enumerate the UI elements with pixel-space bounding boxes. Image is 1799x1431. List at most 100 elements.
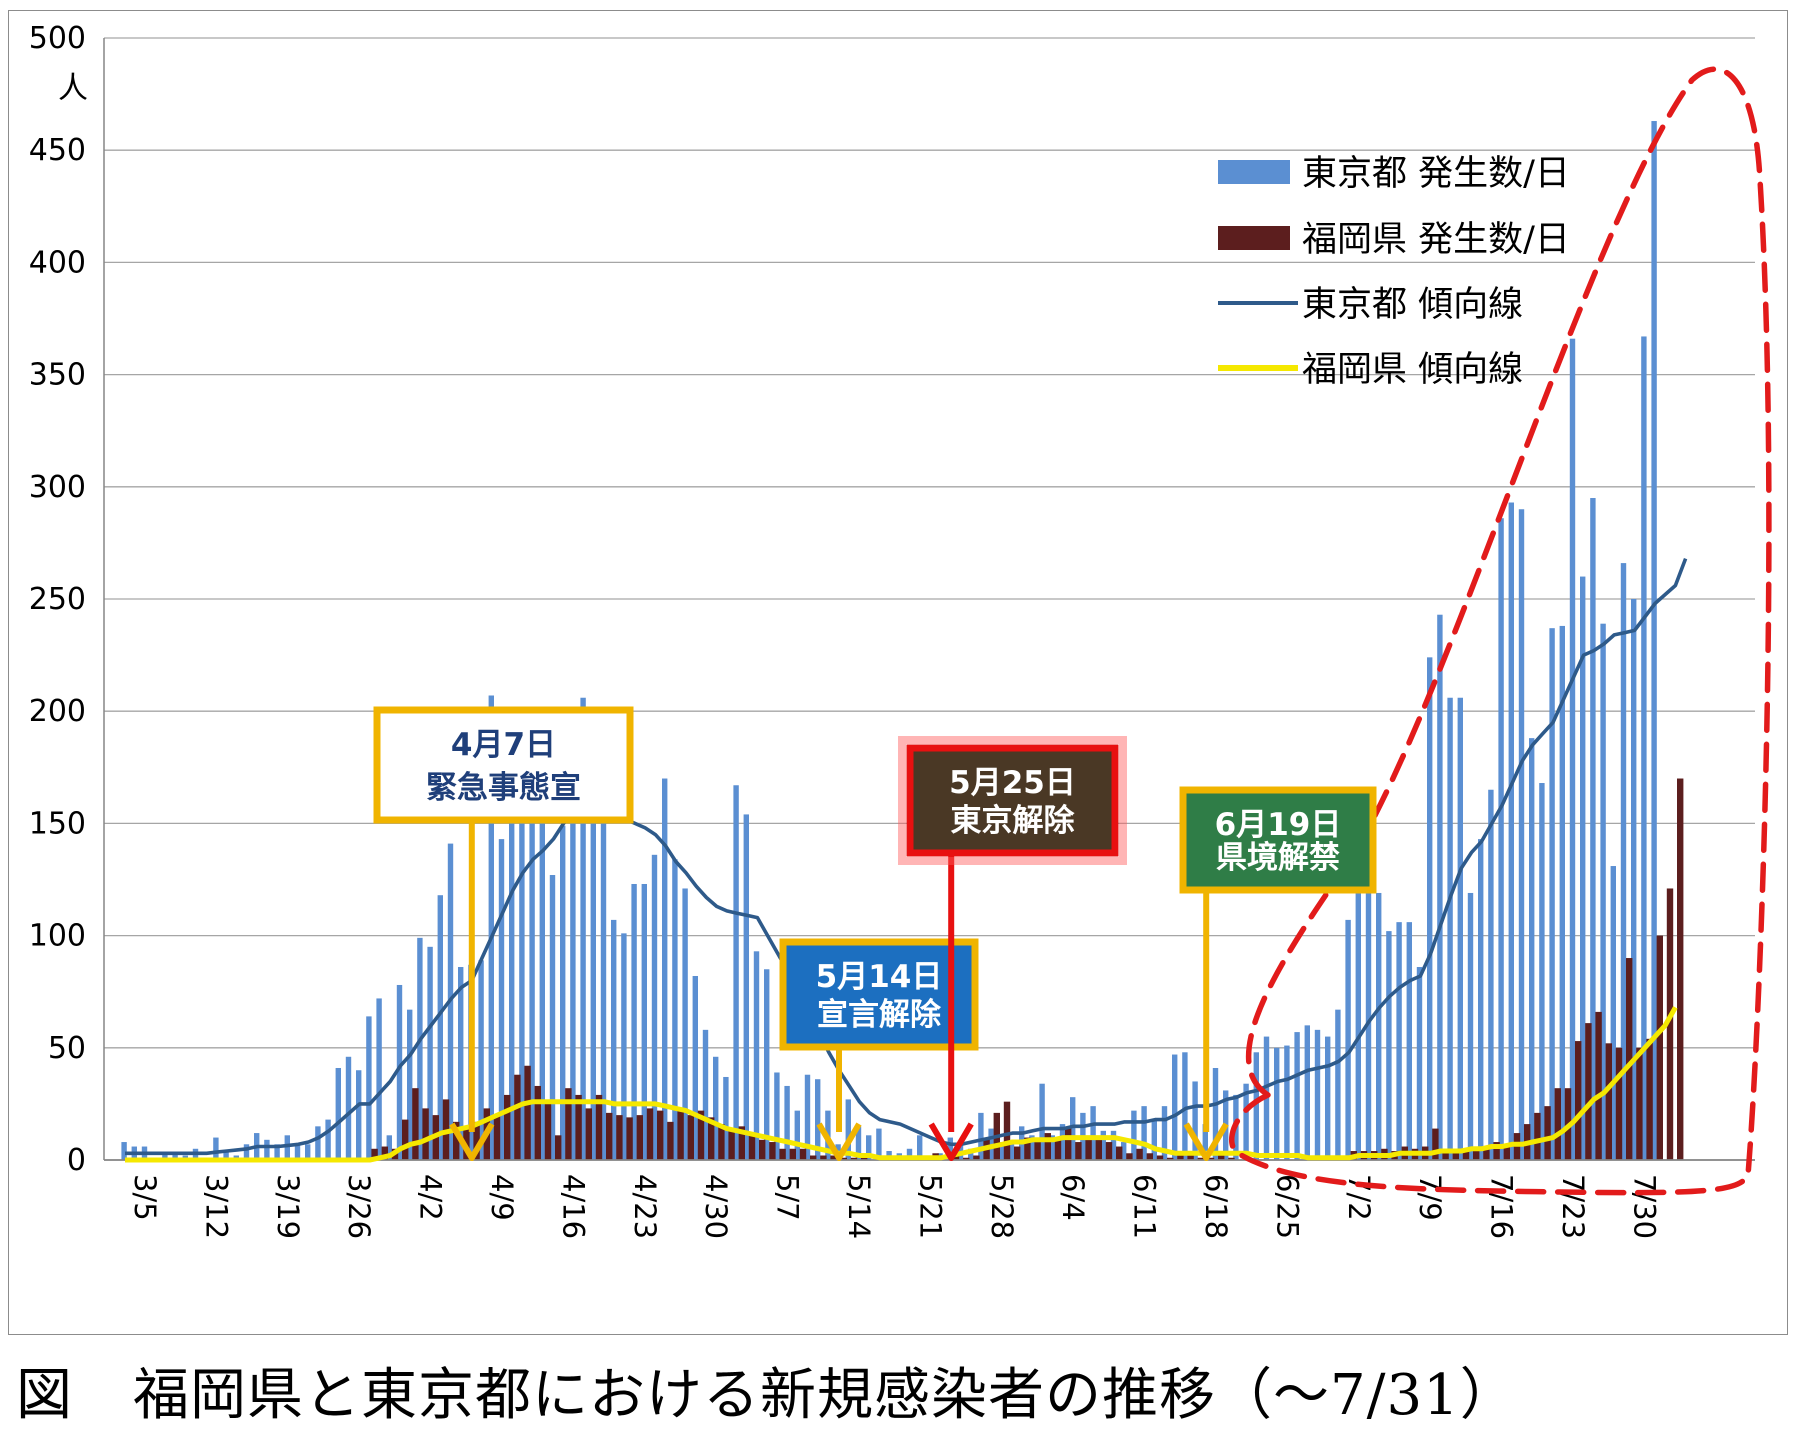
- fukuoka-bar: [575, 1094, 582, 1160]
- x-tick-label: 3/26: [342, 1174, 376, 1239]
- fukuoka-bar: [544, 1101, 552, 1160]
- tokyo-bar: [845, 1099, 851, 1160]
- tokyo-bar: [396, 984, 403, 1160]
- x-tick-label: 6/4: [1056, 1174, 1090, 1221]
- tokyo-trend-line: [125, 557, 1688, 1156]
- tokyo-bar: [917, 1135, 923, 1160]
- x-tick-label: 7/9: [1413, 1174, 1447, 1221]
- tokyo-bar: [305, 1144, 311, 1160]
- y-tick-label: 400: [29, 245, 86, 280]
- fukuoka-bar: [1177, 1155, 1184, 1160]
- x-tick-label: 3/19: [271, 1174, 305, 1239]
- x-tick-label: 7/2: [1342, 1174, 1376, 1221]
- callout-date: 4月7日: [451, 727, 556, 763]
- fukuoka-bar: [1095, 1137, 1102, 1160]
- tokyo-bar: [1335, 1009, 1341, 1160]
- tokyo-bar: [294, 1144, 301, 1160]
- fukuoka-bar: [1462, 1148, 1470, 1160]
- fukuoka-bar: [453, 1121, 460, 1160]
- legend-label: 東京都 傾向線: [1302, 285, 1523, 325]
- tokyo-bar: [539, 812, 545, 1160]
- fukuoka-bar: [1187, 1155, 1194, 1160]
- tokyo-bar: [855, 1126, 862, 1160]
- tokyo-bar: [1416, 967, 1423, 1160]
- tokyo-bar: [223, 1151, 229, 1160]
- fukuoka-bar: [1034, 1142, 1041, 1160]
- fukuoka-bar: [1044, 1133, 1051, 1160]
- tokyo-bar: [1243, 1083, 1249, 1160]
- fukuoka-bar: [1167, 1157, 1174, 1160]
- fukuoka-bar: [585, 1108, 592, 1160]
- tokyo-bar: [1212, 1067, 1219, 1160]
- fukuoka-bar: [1442, 1151, 1449, 1160]
- callout-glow: [898, 736, 1127, 865]
- tokyo-bar: [560, 825, 566, 1160]
- tokyo-bar: [692, 975, 698, 1160]
- tokyo-bar: [1182, 1052, 1188, 1160]
- tokyo-bar: [1274, 1047, 1280, 1160]
- tokyo-bar: [968, 1148, 974, 1160]
- tokyo-bar: [335, 1067, 341, 1160]
- tokyo-bar: [1447, 697, 1453, 1160]
- fukuoka-bar: [1065, 1128, 1072, 1160]
- fukuoka-bar: [677, 1108, 684, 1160]
- tokyo-bar: [733, 785, 739, 1160]
- fukuoka-bar: [1554, 1088, 1561, 1160]
- tokyo-bar: [1600, 623, 1606, 1160]
- fukuoka-bar: [1473, 1146, 1480, 1160]
- caption-text: 福岡県と東京都における新規感染者の推移（～7/31）: [133, 1363, 1517, 1428]
- tokyo-bar: [1580, 576, 1586, 1160]
- tokyo-bar: [600, 720, 607, 1160]
- tokyo-bar: [1161, 1106, 1168, 1160]
- tokyo-bar: [1039, 1083, 1045, 1160]
- legend-swatch: [1218, 160, 1290, 184]
- x-tick-label: 5/21: [913, 1174, 947, 1239]
- tokyo-bar: [1518, 509, 1525, 1160]
- tokyo-bar: [549, 875, 556, 1160]
- tokyo-bar: [651, 854, 658, 1160]
- tokyo-bar: [1396, 922, 1402, 1160]
- fukuoka-bar: [748, 1135, 756, 1160]
- callout-arrow-head: [1183, 1122, 1229, 1161]
- fukuoka-bar: [952, 1155, 960, 1160]
- fukuoka-bar: [606, 1112, 613, 1160]
- fukuoka-bar: [687, 1115, 694, 1160]
- tokyo-bar: [417, 937, 423, 1160]
- tokyo-bar: [1386, 931, 1392, 1160]
- tokyo-bar: [1008, 1142, 1015, 1160]
- fukuoka-bar: [1585, 1023, 1592, 1160]
- tokyo-bar: [1151, 1119, 1157, 1160]
- fukuoka-bar: [1116, 1146, 1123, 1160]
- y-tick-label: 0: [67, 1143, 86, 1178]
- callout-label: 宣言解除: [817, 997, 942, 1033]
- tokyo-bar: [784, 1085, 790, 1160]
- fukuoka-bar: [626, 1117, 633, 1160]
- x-tick-label: 5/14: [842, 1174, 876, 1239]
- fukuoka-bar: [1228, 1157, 1235, 1160]
- chart-area: 0 50 100 150 200 250 300 350 400 450 500 人 3/5 3/12 3/…: [29, 21, 1772, 1239]
- tokyo-bar: [1284, 1045, 1290, 1160]
- x-tick-label: 4/9: [485, 1174, 519, 1221]
- tokyo-bar: [764, 969, 770, 1160]
- tokyo-bar: [243, 1144, 250, 1160]
- callout-label: 県境解禁: [1216, 840, 1340, 876]
- tokyo-bar: [1172, 1054, 1178, 1160]
- fukuoka-bar: [504, 1094, 511, 1160]
- tokyo-bar: [1304, 1025, 1310, 1160]
- tokyo-bar: [386, 1135, 392, 1160]
- tokyo-bar: [804, 1074, 811, 1160]
- tokyo-bar: [478, 960, 484, 1160]
- y-axis-unit: 人: [58, 71, 88, 106]
- tokyo-bar: [1202, 1124, 1208, 1160]
- legend-label: 東京都 発生数/日: [1302, 154, 1570, 194]
- tokyo-bar: [1192, 1081, 1198, 1160]
- tokyo-bar: [1478, 839, 1484, 1160]
- fukuoka-bar: [1677, 778, 1684, 1160]
- y-tick-label: 250: [29, 582, 86, 617]
- tokyo-bar: [1620, 563, 1627, 1160]
- tokyo-bar: [162, 1153, 168, 1160]
- highlight-dashed-outline: [1229, 66, 1772, 1196]
- x-tick-label: 7/16: [1485, 1174, 1519, 1239]
- x-tick-label: 4/16: [556, 1174, 590, 1239]
